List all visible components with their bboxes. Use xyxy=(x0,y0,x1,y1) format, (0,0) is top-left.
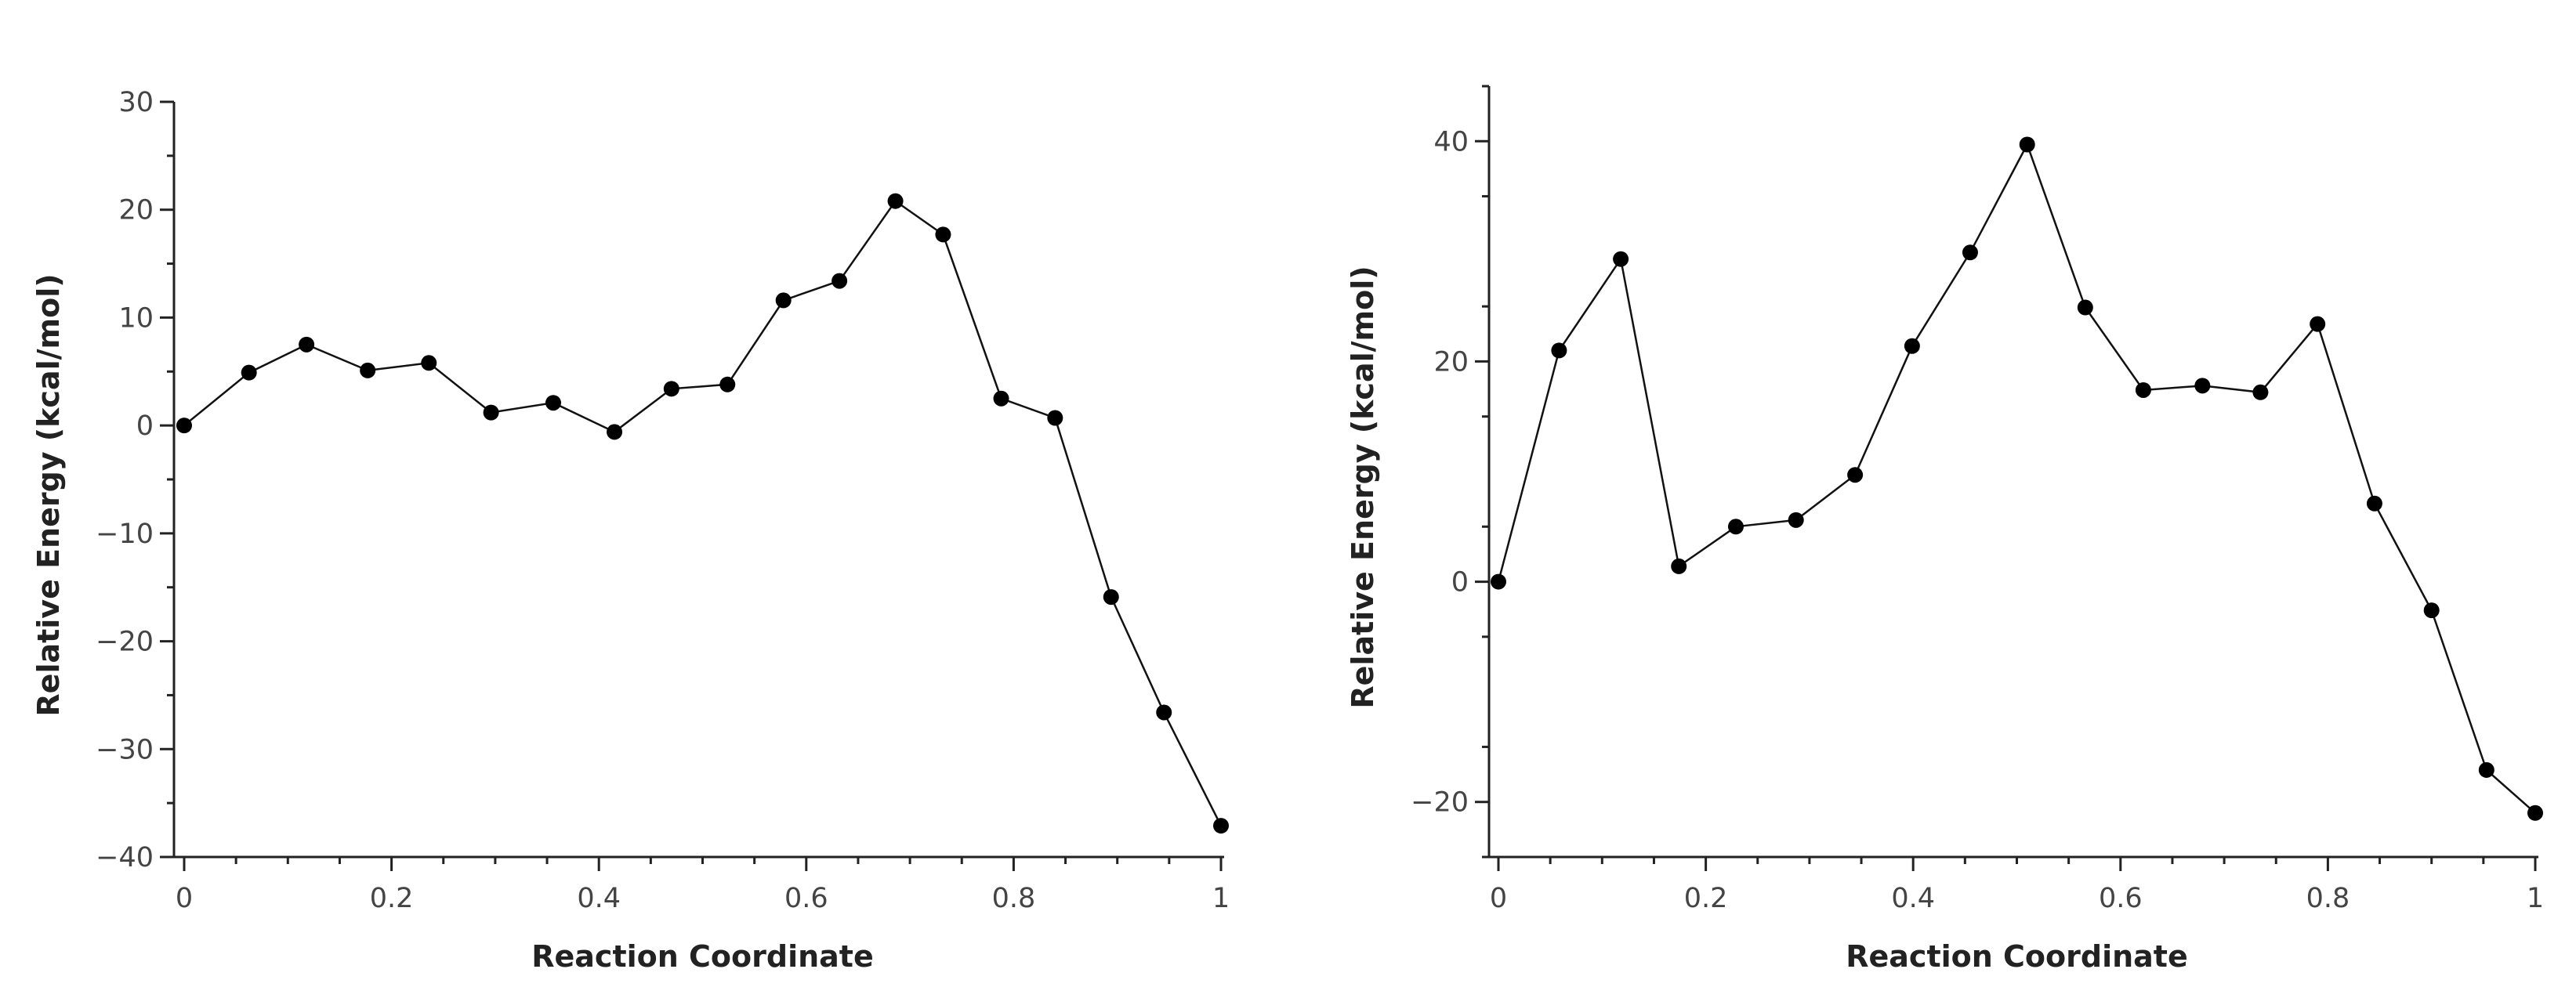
x-tick-label: 1 xyxy=(2527,883,2544,914)
data-point xyxy=(607,424,623,440)
x-axis-title: Reaction Coordinate xyxy=(531,939,873,974)
chart-right: −20 0 20 40 0 0.2 0.4 0.6 0.8 1 Reaction Coordinat… xyxy=(1346,85,2544,974)
y-tick-label: −40 xyxy=(96,842,154,873)
data-point xyxy=(935,226,951,243)
data-point xyxy=(775,292,792,309)
x-tick-label: 0 xyxy=(176,883,193,914)
data-point xyxy=(887,193,904,209)
y-tick-label: −10 xyxy=(96,519,154,550)
y-axis-title: Relative Energy (kcal/mol) xyxy=(1346,266,1380,708)
data-point xyxy=(1491,573,1506,590)
data-point xyxy=(1613,251,1629,267)
data-point xyxy=(2366,495,2382,512)
data-point xyxy=(2423,602,2440,619)
data-point xyxy=(1551,342,1567,359)
data-point xyxy=(2135,381,2151,398)
data-point xyxy=(1671,558,1687,574)
x-tick-label: 0.6 xyxy=(2099,883,2143,914)
x-tick-label: 0 xyxy=(1490,883,1507,914)
y-tick-label: 40 xyxy=(1433,126,1469,157)
x-tick-label: 0.4 xyxy=(1891,883,1935,914)
data-point xyxy=(2478,761,2494,778)
x-tick-label: 0.6 xyxy=(784,883,828,914)
data-point xyxy=(176,418,192,434)
data-point xyxy=(831,273,848,289)
y-tick-label: −30 xyxy=(96,734,154,765)
data-point xyxy=(483,404,499,421)
series-line xyxy=(1497,142,2536,814)
data-point xyxy=(1962,244,1978,261)
x-tick-label: 0.8 xyxy=(992,883,1036,914)
data-point xyxy=(2527,805,2543,821)
series-line xyxy=(183,199,1223,826)
data-point xyxy=(1727,519,1744,535)
data-point xyxy=(545,395,561,411)
x-tick-label: 0.2 xyxy=(370,883,414,914)
y-tick-label: 20 xyxy=(1433,346,1469,378)
data-point xyxy=(993,390,1009,407)
data-point xyxy=(663,381,679,397)
data-point xyxy=(299,336,315,353)
y-tick-label: 20 xyxy=(118,195,154,226)
y-tick-label: −20 xyxy=(96,627,154,658)
y-tick-label: 30 xyxy=(118,87,154,118)
x-tick-label: 1 xyxy=(1212,883,1230,914)
y-tick-label: 10 xyxy=(118,302,154,334)
data-point xyxy=(421,355,437,371)
data-point xyxy=(2077,299,2093,316)
x-tick-label: 0.4 xyxy=(577,883,621,914)
y-tick-label: 0 xyxy=(136,410,154,442)
data-point xyxy=(360,362,376,378)
data-point xyxy=(2019,136,2035,153)
data-point xyxy=(2310,316,2326,332)
y-tick-label: −20 xyxy=(1411,787,1469,819)
y-tick-label: 0 xyxy=(1451,567,1469,598)
data-point xyxy=(1788,512,1804,528)
data-point xyxy=(241,364,257,381)
data-point xyxy=(719,376,736,392)
data-point xyxy=(1047,410,1063,426)
data-point xyxy=(2194,378,2211,394)
data-point xyxy=(1904,338,1920,354)
chart-left: −40 −30 −20 −10 0 10 20 30 0 0.2 0.4 0.6 0.8 1 Reactio… xyxy=(31,87,1230,974)
data-point xyxy=(1213,818,1229,834)
x-axis-title: Reaction Coordinate xyxy=(1846,939,2187,974)
x-tick-label: 0.8 xyxy=(2306,883,2350,914)
data-point xyxy=(1103,589,1119,606)
x-tick-label: 0.2 xyxy=(1684,883,1728,914)
data-point xyxy=(1156,704,1172,721)
data-point xyxy=(2252,384,2269,400)
data-point xyxy=(1847,467,1864,483)
y-axis-title: Relative Energy (kcal/mol) xyxy=(31,273,66,716)
